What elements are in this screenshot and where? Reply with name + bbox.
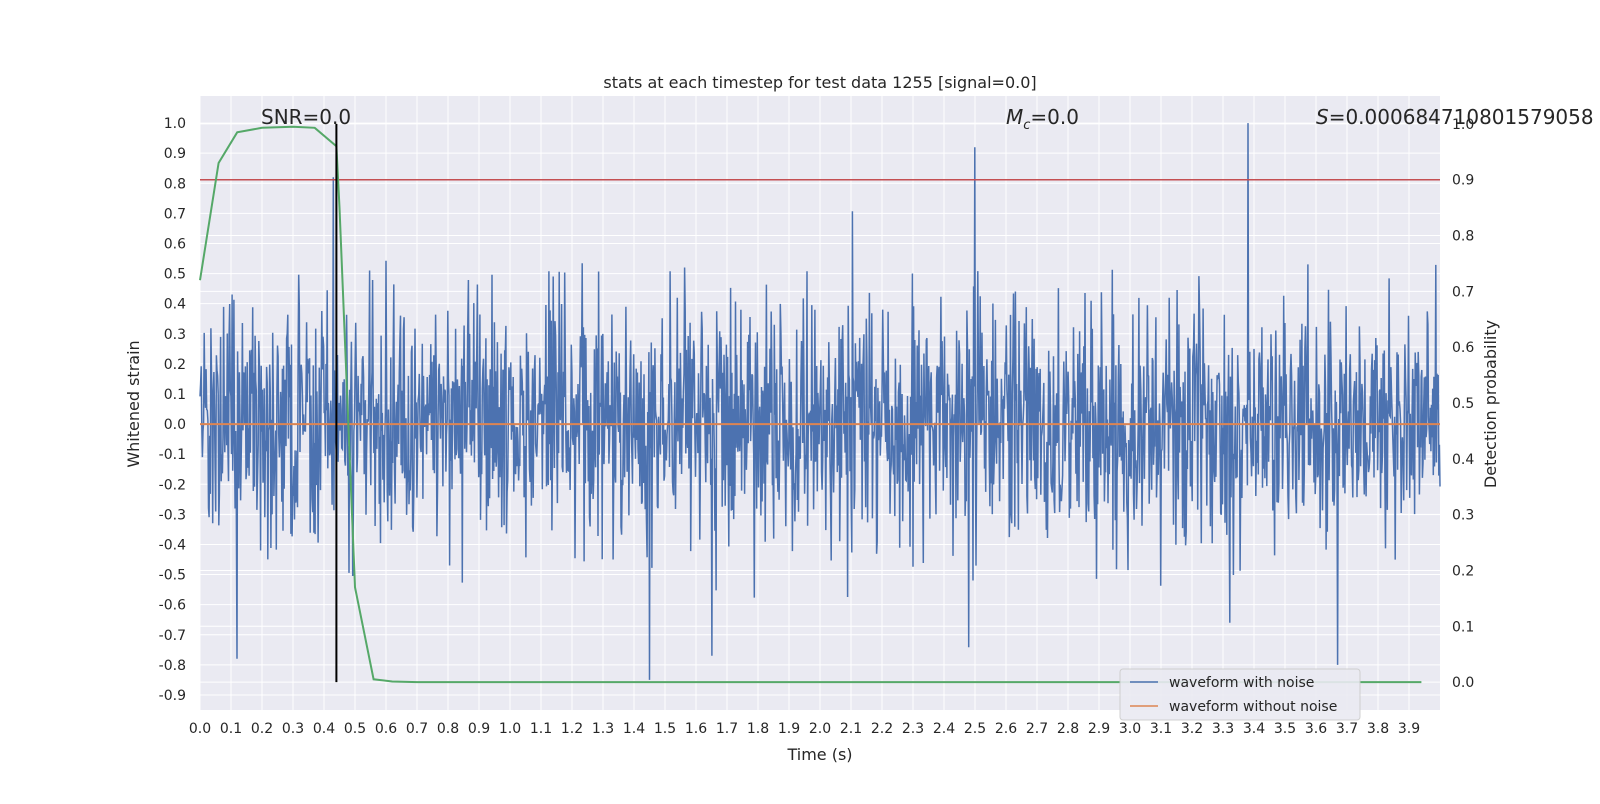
x-tick-label: 0.9 bbox=[468, 721, 490, 737]
x-tick-label: 3.2 bbox=[1181, 721, 1203, 737]
y2-tick-label: 1.0 bbox=[1452, 117, 1474, 133]
x-tick-label: 2.4 bbox=[933, 721, 955, 737]
x-tick-label: 2.9 bbox=[1088, 721, 1110, 737]
y2-tick-label: 0.7 bbox=[1452, 284, 1474, 300]
x-tick-label: 2.6 bbox=[995, 721, 1017, 737]
y-tick-label: -0.8 bbox=[159, 658, 186, 674]
chirp-mass-symbol: M bbox=[1006, 105, 1023, 129]
y-tick-label: 0.2 bbox=[164, 357, 186, 373]
y-tick-label: 0.4 bbox=[164, 297, 186, 313]
x-tick-label: 3.1 bbox=[1150, 721, 1172, 737]
x-tick-label: 2.3 bbox=[902, 721, 924, 737]
x-tick-label: 3.3 bbox=[1212, 721, 1234, 737]
x-tick-label: 1.0 bbox=[499, 721, 521, 737]
score-symbol: S bbox=[1316, 105, 1329, 129]
x-tick-label: 3.8 bbox=[1367, 721, 1389, 737]
y-tick-label: -0.2 bbox=[159, 477, 186, 493]
x-tick-label: 0.0 bbox=[189, 721, 211, 737]
y-axis-label: Whitened strain bbox=[124, 340, 143, 467]
y-tick-label: -0.5 bbox=[159, 568, 186, 584]
legend-box bbox=[1119, 668, 1361, 721]
y2-tick-label: 0.0 bbox=[1452, 675, 1474, 691]
chirp-mass-annotation: Mc=0.0 bbox=[1006, 105, 1079, 133]
y2-tick-label: 0.9 bbox=[1452, 173, 1474, 189]
y2-tick-label: 0.1 bbox=[1452, 619, 1474, 635]
y-tick-label: -0.6 bbox=[159, 598, 186, 614]
x-tick-label: 0.3 bbox=[282, 721, 304, 737]
x-tick-label: 3.9 bbox=[1398, 721, 1420, 737]
score-annotation: S=0.000684710801579058 bbox=[1316, 105, 1594, 129]
x-tick-label: 2.8 bbox=[1057, 721, 1079, 737]
x-tick-label: 0.8 bbox=[437, 721, 459, 737]
y-tick-label: -0.9 bbox=[159, 688, 186, 704]
legend-label-noise: waveform with noise bbox=[1169, 675, 1314, 691]
x-tick-label: 2.1 bbox=[840, 721, 862, 737]
y-tick-label: 0.8 bbox=[164, 176, 186, 192]
x-tick-label: 1.4 bbox=[623, 721, 645, 737]
x-tick-label: 2.0 bbox=[809, 721, 831, 737]
y-tick-label: 1.0 bbox=[164, 116, 186, 132]
x-axis-label: Time (s) bbox=[786, 745, 852, 764]
y-tick-label: 0.5 bbox=[164, 267, 186, 283]
chirp-mass-subscript: c bbox=[1023, 118, 1030, 133]
chart-title: stats at each timestep for test data 125… bbox=[603, 73, 1036, 92]
x-tick-label: 0.2 bbox=[251, 721, 273, 737]
y2-tick-label: 0.2 bbox=[1452, 563, 1474, 579]
x-tick-label: 3.4 bbox=[1243, 721, 1265, 737]
y-tick-label: 0.0 bbox=[164, 417, 186, 433]
y-tick-label: 0.3 bbox=[164, 327, 186, 343]
y-tick-label: 0.6 bbox=[164, 236, 186, 252]
x-tick-label: 1.1 bbox=[530, 721, 552, 737]
x-tick-label: 1.3 bbox=[592, 721, 614, 737]
x-tick-label: 1.2 bbox=[561, 721, 583, 737]
series-layer bbox=[199, 123, 1441, 684]
y-tick-label: -0.4 bbox=[159, 537, 186, 553]
x-tick-label: 0.6 bbox=[375, 721, 397, 737]
x-tick-label: 3.7 bbox=[1336, 721, 1358, 737]
x-tick-label: 1.8 bbox=[747, 721, 769, 737]
x-tick-label: 0.1 bbox=[220, 721, 242, 737]
chirp-mass-value: =0.0 bbox=[1030, 105, 1079, 129]
x-tick-label: 1.9 bbox=[778, 721, 800, 737]
x-tick-label: 3.6 bbox=[1305, 721, 1327, 737]
snr-annotation: SNR=0.0 bbox=[261, 105, 351, 129]
x-tick-label: 1.6 bbox=[685, 721, 707, 737]
x-tick-label: 2.7 bbox=[1026, 721, 1048, 737]
legend: waveform with noise waveform without noi… bbox=[1119, 668, 1361, 721]
y-tick-label: -0.7 bbox=[159, 628, 186, 644]
x-tick-label: 1.7 bbox=[716, 721, 738, 737]
y2-tick-label: 0.5 bbox=[1452, 396, 1474, 412]
x-tick-label: 3.5 bbox=[1274, 721, 1296, 737]
y-tick-label: 0.1 bbox=[164, 387, 186, 403]
y-tick-label: 0.7 bbox=[164, 206, 186, 222]
y-tick-label: 0.9 bbox=[164, 146, 186, 162]
x-tick-label: 0.4 bbox=[313, 721, 335, 737]
y-tick-label: -0.1 bbox=[159, 447, 186, 463]
series-detection-probability bbox=[199, 125, 1422, 684]
score-value: =0.000684710801579058 bbox=[1329, 105, 1594, 129]
x-tick-label: 2.5 bbox=[964, 721, 986, 737]
y2-axis-label: Detection probability bbox=[1481, 320, 1500, 488]
x-tick-label: 0.7 bbox=[406, 721, 428, 737]
x-tick-label: 3.0 bbox=[1119, 721, 1141, 737]
series-waveform-with-noise bbox=[199, 123, 1441, 680]
x-tick-label: 0.5 bbox=[344, 721, 366, 737]
x-tick-label: 2.2 bbox=[871, 721, 893, 737]
x-tick-label: 1.5 bbox=[654, 721, 676, 737]
y2-tick-label: 0.4 bbox=[1452, 452, 1474, 468]
y2-tick-label: 0.6 bbox=[1452, 340, 1474, 356]
y2-tick-label: 0.3 bbox=[1452, 508, 1474, 524]
y2-tick-label: 0.8 bbox=[1452, 229, 1474, 245]
ticks: 0.0 0.1 0.2 0.3 0.4 0.5 0.6 0.7 0.8 0.9 1.0 1.1 1.2 1… bbox=[159, 116, 1475, 737]
y-tick-label: -0.3 bbox=[159, 507, 186, 523]
legend-label-clean: waveform without noise bbox=[1169, 699, 1337, 715]
